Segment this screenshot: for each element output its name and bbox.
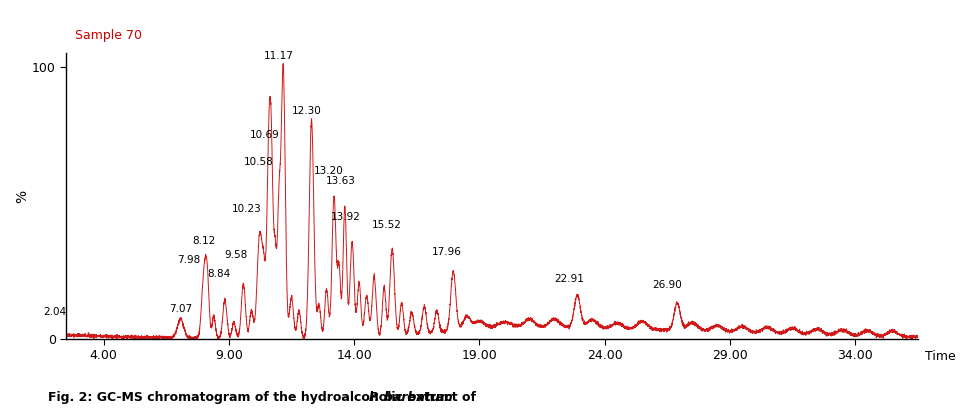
Text: 8.84: 8.84 bbox=[207, 269, 231, 279]
Text: 26.90: 26.90 bbox=[651, 280, 681, 290]
Text: Fig. 2: GC-MS chromatogram of the hydroalcoholic extract of: Fig. 2: GC-MS chromatogram of the hydroa… bbox=[48, 391, 481, 404]
Text: 13.63: 13.63 bbox=[325, 176, 355, 187]
Text: Time: Time bbox=[924, 350, 954, 363]
Text: 10.58: 10.58 bbox=[244, 157, 273, 167]
Text: 22.91: 22.91 bbox=[554, 274, 583, 285]
Text: 7.98: 7.98 bbox=[177, 255, 201, 265]
Text: 12.30: 12.30 bbox=[292, 105, 321, 116]
Text: 7.07: 7.07 bbox=[169, 304, 192, 314]
Text: P. barbatum: P. barbatum bbox=[368, 391, 452, 404]
Text: 2.04: 2.04 bbox=[43, 307, 66, 317]
Y-axis label: %: % bbox=[15, 190, 29, 203]
Text: Sample 70: Sample 70 bbox=[75, 28, 141, 42]
Text: 9.58: 9.58 bbox=[225, 250, 248, 260]
Text: 11.17: 11.17 bbox=[264, 51, 294, 61]
Text: 8.12: 8.12 bbox=[192, 236, 215, 246]
Text: 15.52: 15.52 bbox=[371, 220, 401, 230]
Text: 17.96: 17.96 bbox=[431, 247, 461, 257]
Text: 13.92: 13.92 bbox=[330, 212, 359, 222]
Text: 10.69: 10.69 bbox=[250, 130, 280, 140]
Text: 10.23: 10.23 bbox=[232, 204, 261, 214]
Text: 13.20: 13.20 bbox=[314, 166, 344, 176]
